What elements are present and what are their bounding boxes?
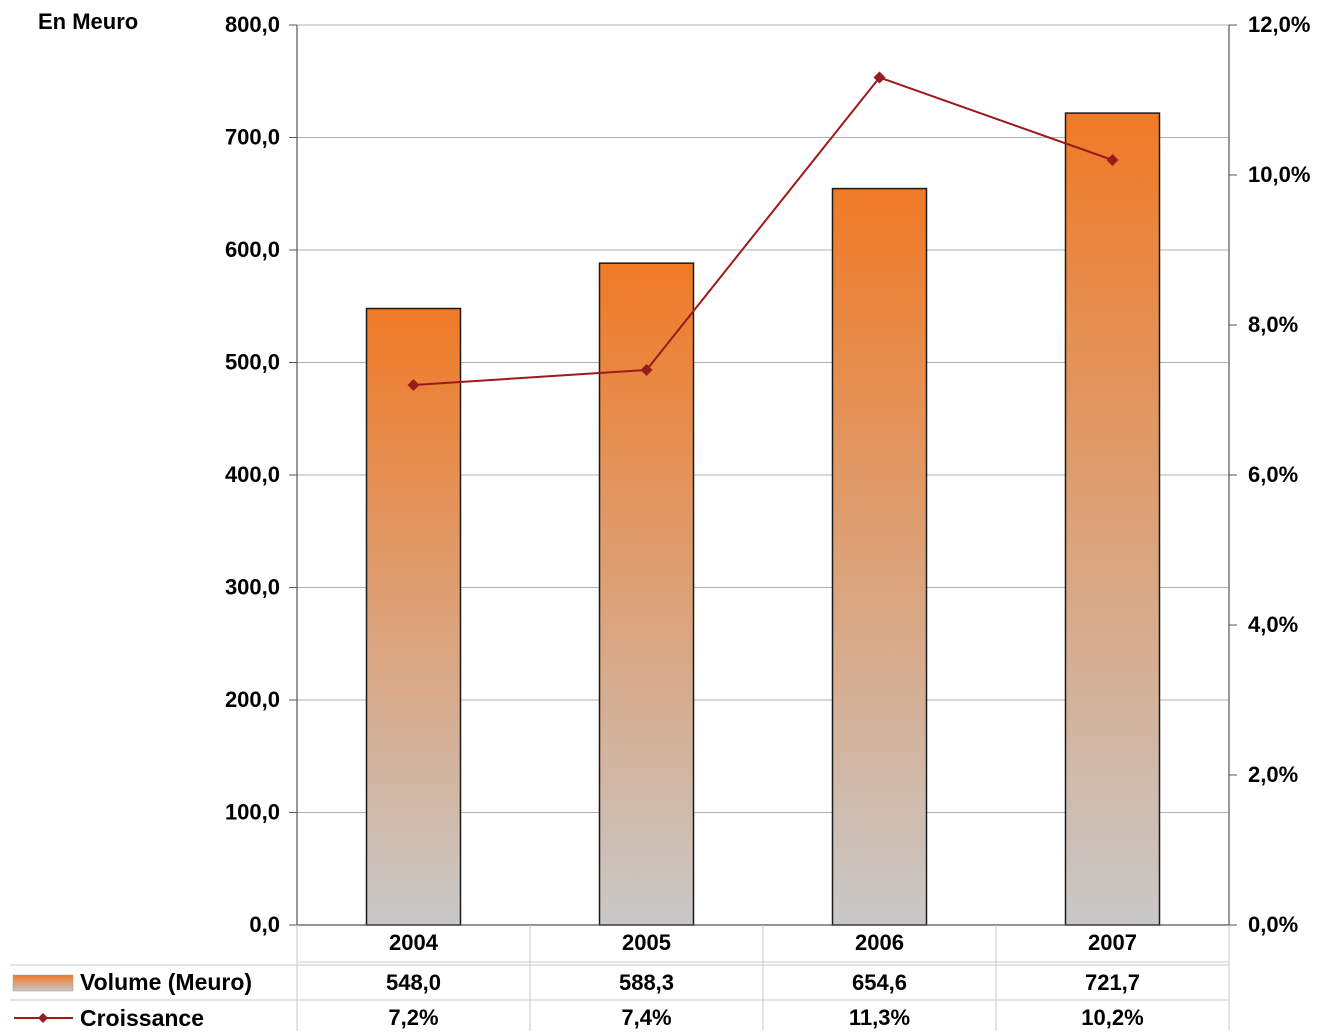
legend-swatch-volume <box>12 974 74 992</box>
unit-label: En Meuro <box>38 9 138 34</box>
growth-marker-2005 <box>640 364 653 376</box>
volume-value-label: 588,3 <box>619 970 674 995</box>
growth-marker-2004 <box>407 379 420 391</box>
bar-2004 <box>365 307 462 926</box>
left-tick-label: 800,0 <box>225 12 280 37</box>
bar-2007 <box>1064 112 1161 926</box>
legend-swatch-growth-marker <box>38 1013 48 1023</box>
left-tick-label: 200,0 <box>225 687 280 712</box>
right-tick-label: 0,0% <box>1248 912 1298 937</box>
left-tick-label: 100,0 <box>225 800 280 825</box>
growth-value-label: 7,4% <box>621 1005 671 1030</box>
legend-label-growth: Croissance <box>80 1005 204 1031</box>
right-tick-label: 4,0% <box>1248 612 1298 637</box>
volume-value-label: 548,0 <box>386 970 441 995</box>
left-tick-label: 600,0 <box>225 237 280 262</box>
left-tick-label: 300,0 <box>225 575 280 600</box>
right-tick-label: 2,0% <box>1248 762 1298 787</box>
growth-value-label: 11,3% <box>849 1005 910 1030</box>
x-tick-label: 2007 <box>1088 930 1137 955</box>
bar-2006 <box>831 187 928 926</box>
growth-marker-2006 <box>873 71 886 84</box>
right-tick-label: 8,0% <box>1248 312 1298 337</box>
x-tick-label: 2005 <box>622 930 671 955</box>
left-tick-label: 500,0 <box>225 350 280 375</box>
right-tick-label: 10,0% <box>1248 162 1310 187</box>
left-tick-label: 0,0 <box>249 912 280 937</box>
growth-value-label: 7,2% <box>388 1005 438 1030</box>
x-tick-label: 2004 <box>389 930 439 955</box>
volume-value-label: 721,7 <box>1085 970 1140 995</box>
volume-value-label: 654,6 <box>852 970 907 995</box>
x-tick-label: 2006 <box>855 930 904 955</box>
growth-line <box>413 76 1113 386</box>
growth-marker-2007 <box>1106 154 1119 166</box>
left-tick-label: 400,0 <box>225 462 280 487</box>
right-tick-label: 12,0% <box>1248 12 1310 37</box>
bar-2005 <box>598 262 695 926</box>
growth-value-label: 10,2% <box>1081 1005 1143 1030</box>
legend-label-volume: Volume (Meuro) <box>80 969 252 995</box>
right-tick-label: 6,0% <box>1248 462 1298 487</box>
left-tick-label: 700,0 <box>225 125 280 150</box>
